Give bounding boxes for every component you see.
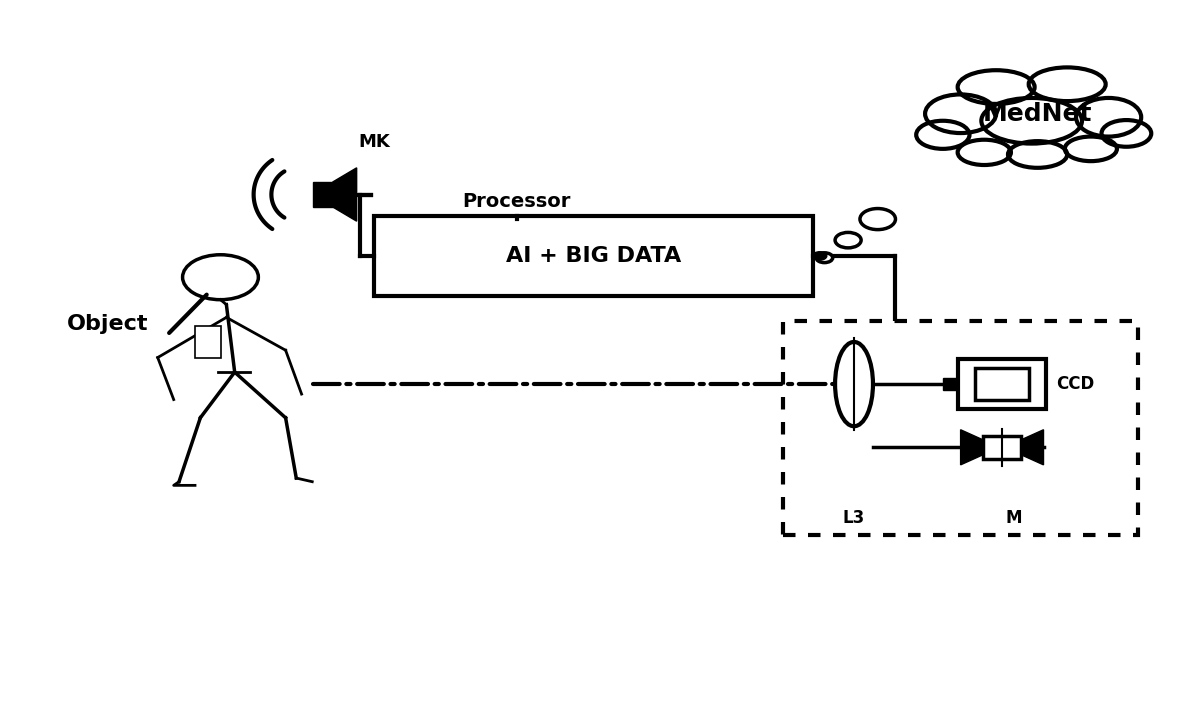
Text: M: M <box>1005 508 1022 527</box>
Ellipse shape <box>916 121 970 149</box>
Text: CCD: CCD <box>1056 375 1094 393</box>
FancyBboxPatch shape <box>374 216 813 296</box>
Polygon shape <box>960 430 990 465</box>
Ellipse shape <box>836 342 872 427</box>
Text: L3: L3 <box>843 508 865 527</box>
Ellipse shape <box>1029 68 1105 101</box>
Text: MedNet: MedNet <box>983 102 1092 125</box>
Polygon shape <box>334 168 356 221</box>
Text: Processor: Processor <box>463 192 571 211</box>
Ellipse shape <box>1065 137 1117 161</box>
FancyBboxPatch shape <box>958 359 1047 410</box>
Ellipse shape <box>958 140 1011 165</box>
FancyBboxPatch shape <box>976 368 1029 400</box>
Circle shape <box>836 233 861 248</box>
Text: Object: Object <box>66 314 148 334</box>
Ellipse shape <box>1102 120 1151 147</box>
Polygon shape <box>313 182 334 207</box>
Ellipse shape <box>1008 141 1067 168</box>
FancyBboxPatch shape <box>195 326 221 357</box>
Circle shape <box>817 253 833 263</box>
Circle shape <box>859 209 895 230</box>
Text: AI + BIG DATA: AI + BIG DATA <box>506 246 681 266</box>
FancyBboxPatch shape <box>983 436 1021 458</box>
Circle shape <box>183 255 259 300</box>
Ellipse shape <box>925 94 996 133</box>
Text: MK: MK <box>358 133 391 151</box>
Polygon shape <box>944 378 958 391</box>
FancyBboxPatch shape <box>783 321 1138 535</box>
Polygon shape <box>1014 430 1043 465</box>
Ellipse shape <box>982 98 1083 144</box>
Circle shape <box>813 252 827 260</box>
Ellipse shape <box>958 70 1035 104</box>
Ellipse shape <box>1077 98 1141 137</box>
